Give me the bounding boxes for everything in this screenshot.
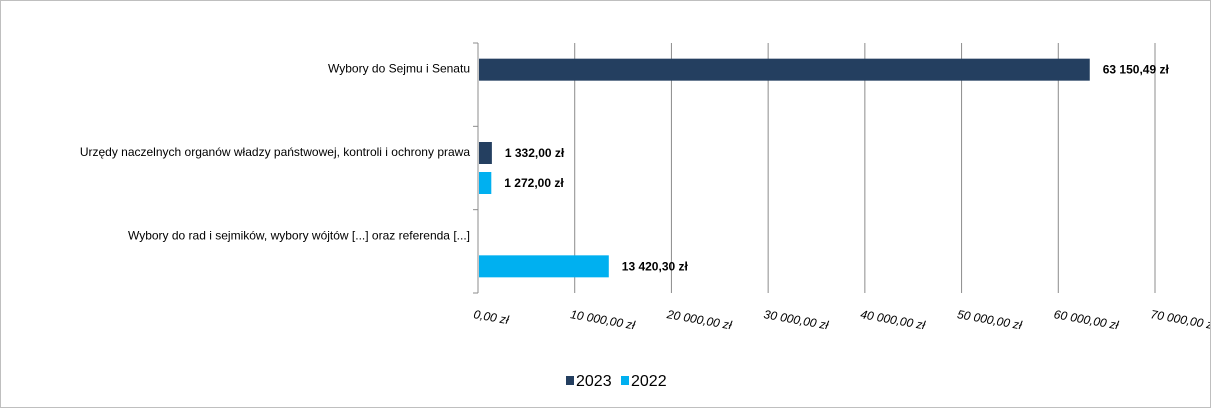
category-label: Urzędy naczelnych organów władzy państwo…: [80, 145, 471, 159]
tick-label: 40 000,00 zł: [859, 307, 926, 332]
tick-label: 30 000,00 zł: [763, 307, 830, 332]
tick-label: 50 000,00 zł: [956, 307, 1023, 332]
data-label: 1 272,00 zł: [504, 176, 564, 190]
tick-label: 10 000,00 zł: [569, 307, 636, 332]
bar-2022: [479, 255, 609, 278]
bar-2023: [479, 58, 1090, 81]
bar-2023: [479, 142, 492, 164]
legend-swatch-2023: [566, 376, 574, 385]
tick-label: 0,00 zł: [472, 307, 510, 327]
legend-label-2022: 2022: [631, 373, 667, 390]
data-label: 1 332,00 zł: [505, 146, 565, 160]
tick-label: 70 000,00 zł: [1149, 307, 1210, 332]
category-label: Wybory do Sejmu i Senatu: [328, 62, 470, 76]
legend-swatch-2022: [621, 376, 629, 385]
tick-label: 20 000,00 zł: [665, 307, 733, 332]
data-label: 63 150,49 zł: [1103, 63, 1170, 77]
tick-label: 60 000,00 zł: [1053, 307, 1120, 332]
bar-2022: [479, 172, 492, 194]
category-label: Wybory do rad i sejmików, wybory wójtów …: [128, 228, 470, 242]
data-label: 13 420,30 zł: [622, 259, 689, 273]
legend-label-2023: 2023: [576, 373, 612, 390]
